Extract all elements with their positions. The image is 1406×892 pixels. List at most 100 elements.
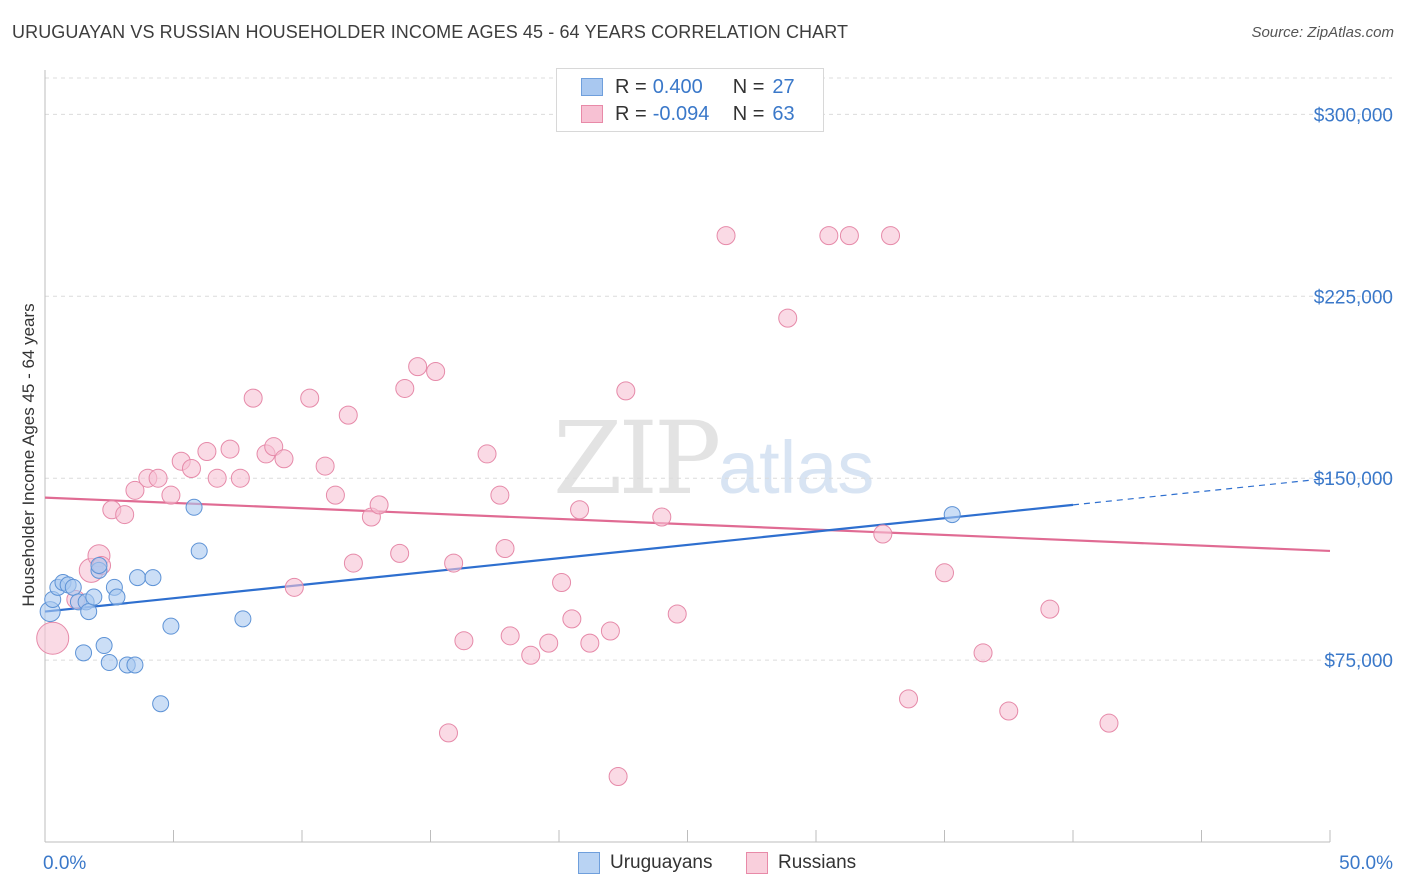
russians-point <box>408 357 428 377</box>
russians-point <box>338 405 358 425</box>
uruguayans-point <box>190 542 208 560</box>
russians-point <box>125 480 145 500</box>
legend-n-label: N = <box>732 75 765 98</box>
uruguayans-point <box>64 578 82 596</box>
russians-point <box>839 226 859 246</box>
uruguayans-trendline-extension <box>1072 477 1331 506</box>
series-label-russians: Russians <box>778 852 857 873</box>
russians-point <box>873 524 893 544</box>
russians-point <box>243 388 263 408</box>
legend-row-uruguayans: R = 0.400 N = 27 <box>581 74 795 100</box>
gridlines <box>45 77 1392 661</box>
russians-point <box>477 444 497 464</box>
russians-point <box>207 468 227 488</box>
uruguayans-point <box>943 506 961 524</box>
legend-r-label: R = <box>615 75 647 98</box>
russians-point <box>438 723 458 743</box>
russians-point <box>881 226 901 246</box>
correlation-legend: R = 0.400 N = 27 R = -0.094 N = 63 <box>556 68 824 132</box>
russians-point <box>552 572 572 592</box>
russians-point <box>899 689 919 709</box>
russians-point <box>369 495 389 515</box>
russians-point <box>935 563 954 583</box>
y-tick-label: $150,000 <box>1314 469 1393 490</box>
legend-n-value: 27 <box>772 75 795 98</box>
russians-point <box>521 645 541 665</box>
russians-point <box>274 449 294 469</box>
russians-point <box>570 500 590 520</box>
uruguayans-point <box>90 557 108 575</box>
y-axis-label: Householder Income Ages 45 - 64 years <box>19 303 38 606</box>
legend-n-label: N = <box>732 102 765 125</box>
chart-title: URUGUAYAN VS RUSSIAN HOUSEHOLDER INCOME … <box>12 22 849 42</box>
x-tick-label-min: 0.0% <box>43 853 86 874</box>
russians-point <box>999 701 1019 721</box>
russians-point <box>652 507 672 527</box>
chart-source: Source: ZipAtlas.com <box>1251 24 1394 41</box>
series-swatch-pink <box>746 852 768 874</box>
russians-point <box>539 633 559 653</box>
y-tick-label: $300,000 <box>1314 105 1393 126</box>
series-swatch-blue <box>578 852 600 874</box>
russians-point <box>315 456 335 476</box>
uruguayans-point <box>129 569 147 587</box>
russians-point <box>181 458 201 478</box>
russians-point <box>500 626 520 646</box>
russians-point <box>778 308 798 328</box>
uruguayans-point <box>152 695 170 713</box>
uruguayans-point <box>100 654 118 672</box>
uruguayans-point <box>75 644 93 662</box>
axes <box>44 70 1331 843</box>
series-legend-uruguayans[interactable]: Uruguayans <box>578 852 712 874</box>
russians-point <box>495 539 515 559</box>
russians-point <box>580 633 600 653</box>
uruguayans-point <box>80 603 98 621</box>
russians-point <box>1040 599 1060 619</box>
russians-point <box>161 485 181 505</box>
russians-point <box>36 621 70 655</box>
russians-point <box>197 442 217 462</box>
russians-point <box>973 643 993 663</box>
russians-point <box>325 485 345 505</box>
tick-labels: $75,000 $150,000 $225,000 $300,000 0.0% 50.0% <box>43 105 1393 874</box>
russians-point <box>562 609 582 629</box>
legend-r-label: R = <box>615 102 647 125</box>
series-label-uruguayans: Uruguayans <box>610 852 713 873</box>
russians-point <box>490 485 510 505</box>
russians-point <box>284 577 304 597</box>
russians-point <box>115 505 135 525</box>
russians-point <box>230 468 250 488</box>
uruguayans-point <box>95 637 113 655</box>
y-tick-label: $225,000 <box>1314 287 1393 308</box>
legend-swatch-pink <box>581 105 603 123</box>
russians-point <box>716 226 736 246</box>
russians-point <box>444 553 464 573</box>
legend-n-value: 63 <box>772 102 795 125</box>
uruguayans-point <box>162 617 180 635</box>
russians-point <box>264 437 284 457</box>
russians-point <box>1099 713 1119 733</box>
uruguayans-points <box>39 498 961 713</box>
legend-r-value: 0.400 <box>652 75 703 98</box>
russians-point <box>148 468 168 488</box>
russians-point <box>608 767 628 787</box>
uruguayans-point <box>234 610 252 628</box>
uruguayans-point <box>144 569 162 587</box>
uruguayans-point <box>126 656 144 674</box>
russians-point <box>667 604 687 624</box>
russians-point <box>300 388 320 408</box>
russians-point <box>454 631 474 651</box>
russians-point <box>616 381 636 401</box>
uruguayans-point <box>108 588 126 606</box>
russians-point <box>819 226 839 246</box>
uruguayans-point <box>185 498 203 516</box>
russians-point <box>395 378 415 398</box>
y-tick-label: $75,000 <box>1324 651 1393 672</box>
russians-point <box>426 361 446 381</box>
uruguayans-trendline <box>44 503 1074 613</box>
watermark-atlas: atlas <box>718 426 875 509</box>
legend-row-russians: R = -0.094 N = 63 <box>581 101 795 127</box>
series-legend-russians[interactable]: Russians <box>746 852 856 874</box>
series-legend: Uruguayans Russians <box>0 852 1406 878</box>
